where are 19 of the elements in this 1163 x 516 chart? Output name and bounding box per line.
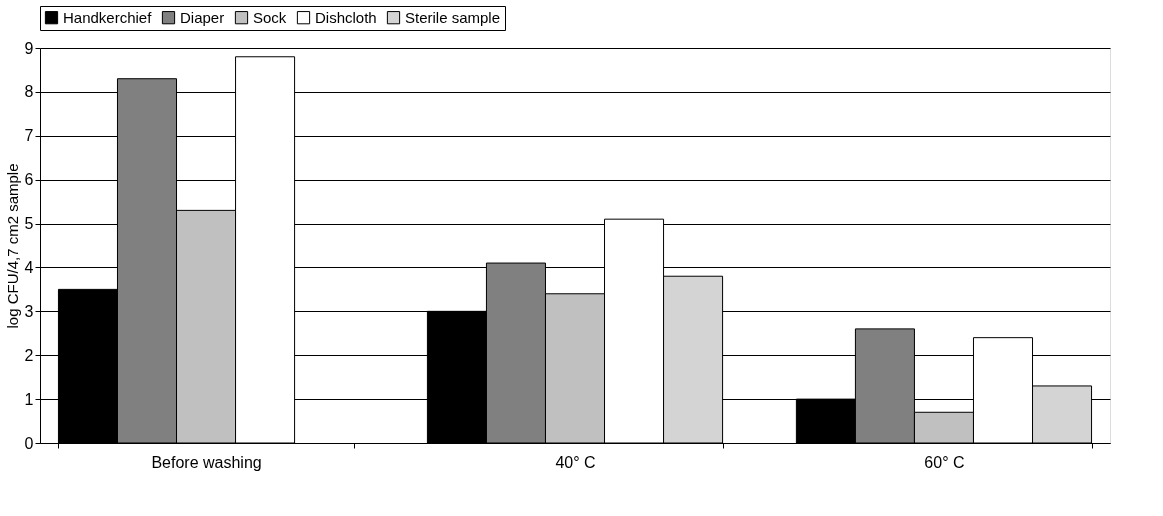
x-tick-label: Before washing [151, 453, 262, 471]
legend-label: Dishcloth [315, 8, 377, 26]
y-tick-label: 1 [24, 390, 34, 408]
y-tick-label: 4 [24, 258, 34, 276]
x-tick-label: 40° C [555, 453, 596, 471]
y-tick-label: 0 [24, 434, 34, 452]
y-tick-label: 9 [24, 39, 34, 57]
legend-label: Sterile sample [405, 8, 501, 26]
x-tick-label: 60° C [924, 453, 965, 471]
y-tick-label: 6 [24, 171, 34, 189]
y-axis-title: log CFU/4,7 cm2 sample [3, 163, 21, 329]
y-tick-label: 5 [24, 215, 34, 233]
y-tick-label: 2 [24, 346, 34, 364]
legend-label: Diaper [180, 8, 225, 26]
y-tick-label: 8 [24, 83, 34, 101]
legend-label: Sock [253, 8, 287, 26]
y-tick-label: 7 [24, 127, 34, 145]
y-tick-label: 3 [24, 302, 34, 320]
legend-label: Handkerchief [63, 8, 153, 26]
